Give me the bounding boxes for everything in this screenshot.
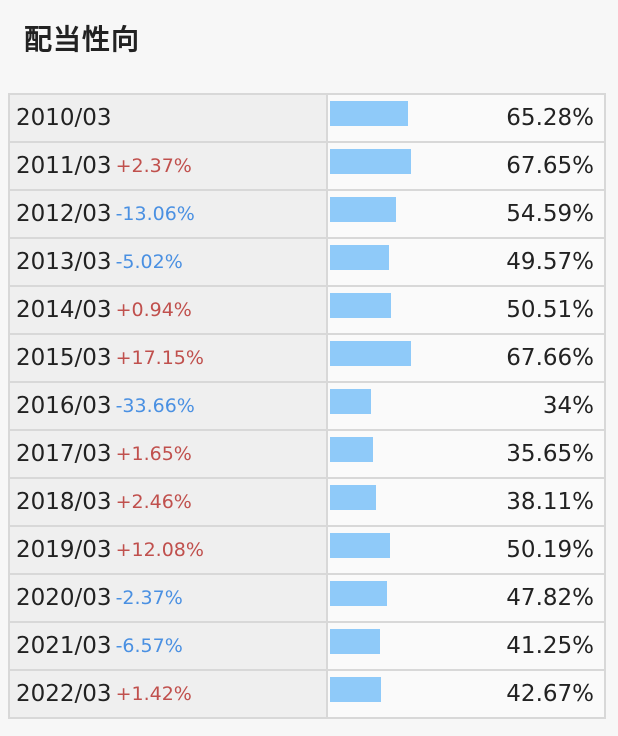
change-label: -2.37%: [115, 587, 183, 609]
bar: [330, 581, 387, 606]
change-label: -6.57%: [115, 635, 183, 657]
table-row: 2015/03 +17.15% 67.66%: [10, 335, 604, 383]
year-label: 2022/03: [16, 681, 112, 707]
bar: [330, 437, 373, 462]
value-label: 35.65%: [506, 441, 594, 467]
year-cell: 2014/03 +0.94%: [10, 287, 328, 333]
year-cell: 2013/03 -5.02%: [10, 239, 328, 285]
table-row: 2017/03 +1.65% 35.65%: [10, 431, 604, 479]
value-label: 42.67%: [506, 681, 594, 707]
bar: [330, 533, 390, 558]
change-label: +2.37%: [115, 155, 192, 177]
bar-cell: 47.82%: [328, 575, 604, 621]
payout-ratio-table: 2010/03 65.28% 2011/03 +2.37% 67.65% 2012/03-…: [8, 93, 606, 719]
bar: [330, 341, 411, 366]
value-label: 50.19%: [506, 537, 594, 563]
page-title: 配当性向: [24, 23, 141, 56]
value-label: 67.66%: [506, 345, 594, 371]
bar: [330, 293, 391, 318]
year-cell: 2022/03 +1.42%: [10, 671, 328, 717]
year-label: 2017/03: [16, 441, 112, 467]
bar-cell: 35.65%: [328, 431, 604, 477]
value-label: 54.59%: [506, 201, 594, 227]
value-label: 65.28%: [506, 105, 594, 131]
bar-cell: 49.57%: [328, 239, 604, 285]
year-cell: 2017/03 +1.65%: [10, 431, 328, 477]
table-row: 2012/03 -13.06% 54.59%: [10, 191, 604, 239]
bar: [330, 245, 389, 270]
change-label: +17.15%: [115, 347, 204, 369]
year-label: 2018/03: [16, 489, 112, 515]
year-cell: 2021/03 -6.57%: [10, 623, 328, 669]
year-cell: 2011/03 +2.37%: [10, 143, 328, 189]
table-row: 2019/03 +12.08% 50.19%: [10, 527, 604, 575]
table-row: 2016/03 -33.66% 34%: [10, 383, 604, 431]
bar-cell: 67.66%: [328, 335, 604, 381]
year-label: 2012/03: [16, 201, 112, 227]
table-row: 2018/03 +2.46% 38.11%: [10, 479, 604, 527]
bar: [330, 485, 376, 510]
year-label: 2013/03: [16, 249, 112, 275]
change-label: +1.65%: [115, 443, 192, 465]
year-label: 2014/03: [16, 297, 112, 323]
table-row: 2021/03 -6.57% 41.25%: [10, 623, 604, 671]
value-label: 67.65%: [506, 153, 594, 179]
year-cell: 2019/03 +12.08%: [10, 527, 328, 573]
value-label: 38.11%: [506, 489, 594, 515]
bar: [330, 149, 411, 174]
change-label: -5.02%: [115, 251, 183, 273]
table-row: 2011/03 +2.37% 67.65%: [10, 143, 604, 191]
change-label: -33.66%: [115, 395, 195, 417]
bar-cell: 65.28%: [328, 95, 604, 141]
year-cell: 2015/03 +17.15%: [10, 335, 328, 381]
bar: [330, 197, 396, 222]
year-label: 2020/03: [16, 585, 112, 611]
year-cell: 2018/03 +2.46%: [10, 479, 328, 525]
change-label: +0.94%: [115, 299, 192, 321]
value-label: 50.51%: [506, 297, 594, 323]
bar-cell: 38.11%: [328, 479, 604, 525]
bar-cell: 42.67%: [328, 671, 604, 717]
bar-cell: 50.19%: [328, 527, 604, 573]
change-label: +1.42%: [115, 683, 192, 705]
year-cell: 2010/03: [10, 95, 328, 141]
change-label: -13.06%: [115, 203, 195, 225]
year-cell: 2016/03 -33.66%: [10, 383, 328, 429]
table-row: 2022/03 +1.42% 42.67%: [10, 671, 604, 719]
table-row: 2013/03 -5.02% 49.57%: [10, 239, 604, 287]
bar-cell: 67.65%: [328, 143, 604, 189]
bar: [330, 389, 371, 414]
value-label: 47.82%: [506, 585, 594, 611]
bar: [330, 629, 380, 654]
table-row: 2020/03 -2.37% 47.82%: [10, 575, 604, 623]
year-cell: 2020/03 -2.37%: [10, 575, 328, 621]
change-label: +2.46%: [115, 491, 192, 513]
bar: [330, 101, 408, 126]
year-label: 2016/03: [16, 393, 112, 419]
bar-cell: 41.25%: [328, 623, 604, 669]
bar-cell: 50.51%: [328, 287, 604, 333]
value-label: 41.25%: [506, 633, 594, 659]
bar: [330, 677, 381, 702]
year-label: 2021/03: [16, 633, 112, 659]
value-label: 49.57%: [506, 249, 594, 275]
change-label: +12.08%: [115, 539, 204, 561]
year-label: 2015/03: [16, 345, 112, 371]
bar-cell: 34%: [328, 383, 604, 429]
year-label: 2019/03: [16, 537, 112, 563]
year-label: 2011/03: [16, 153, 112, 179]
value-label: 34%: [542, 393, 594, 419]
year-label: 2010/03: [16, 105, 112, 131]
bar-cell: 54.59%: [328, 191, 604, 237]
table-row: 2014/03 +0.94% 50.51%: [10, 287, 604, 335]
table-row: 2010/03 65.28%: [10, 95, 604, 143]
year-cell: 2012/03 -13.06%: [10, 191, 328, 237]
